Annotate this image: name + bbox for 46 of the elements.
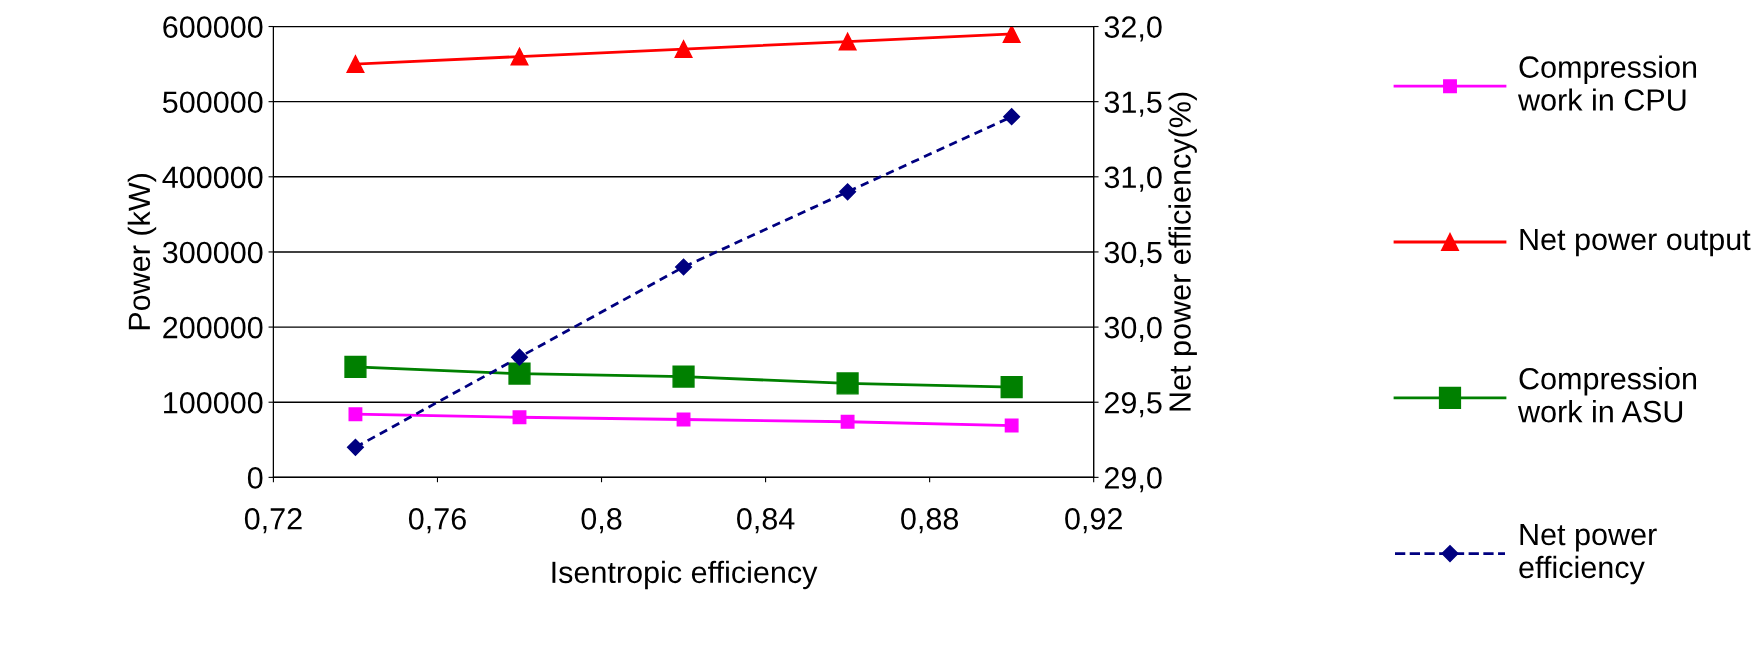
- point: [1004, 418, 1019, 433]
- point: [674, 258, 693, 276]
- x-tick-label: 0,88: [901, 508, 959, 534]
- y2-tick-label: 30,0: [1104, 316, 1162, 343]
- y-tick-label: 200000: [163, 316, 263, 339]
- point: [674, 40, 693, 59]
- x-tick-label: 0,72: [244, 508, 302, 534]
- y2-tick-label: 29,5: [1104, 391, 1162, 418]
- point: [839, 183, 857, 201]
- y-tick-label: 100000: [164, 391, 263, 414]
- y-tick-label: 300000: [162, 241, 263, 264]
- y2-tick-label: 29,0: [1104, 467, 1162, 493]
- y2-axis-title: Net power efficiency(%): [1168, 92, 1197, 411]
- point: [1000, 376, 1023, 399]
- point: [1003, 108, 1021, 126]
- point: [838, 32, 857, 51]
- point: [346, 438, 364, 456]
- point: [840, 414, 855, 429]
- point: [512, 410, 527, 425]
- point: [510, 348, 529, 366]
- point: [836, 372, 859, 395]
- point: [672, 365, 695, 388]
- x-tick-label: 0,84: [737, 508, 795, 534]
- point: [510, 47, 529, 66]
- y2-tick-label: 32,0: [1104, 16, 1162, 42]
- y-tick-label: 600000: [163, 16, 263, 38]
- y-tick-label: 400000: [162, 166, 263, 189]
- y-axis-title: Power (kW): [127, 174, 157, 330]
- x-axis-title: Isentropic efficiency: [552, 560, 818, 590]
- x-tick-label: 0,76: [408, 508, 466, 534]
- x-tick-label: 0,8: [581, 508, 622, 534]
- legend-label: Compression work in CPU: [1517, 55, 1697, 111]
- y2-tick-label: 31,0: [1104, 166, 1162, 192]
- y2-tick-label: 30,5: [1104, 241, 1162, 267]
- point: [348, 407, 363, 422]
- legend-label: Net power efficiency: [1519, 524, 1657, 585]
- point: [1002, 26, 1021, 44]
- y2-tick-label: 31,5: [1104, 91, 1162, 117]
- legend-label: Compression work in ASU: [1517, 367, 1697, 423]
- point: [346, 55, 365, 74]
- y-tick-label: 0: [247, 467, 263, 489]
- y-tick-label: 500000: [162, 91, 263, 114]
- x-tick-label: 0,92: [1065, 508, 1122, 534]
- point: [344, 355, 367, 379]
- point: [508, 362, 531, 385]
- legend-label: Net power output: [1520, 228, 1751, 257]
